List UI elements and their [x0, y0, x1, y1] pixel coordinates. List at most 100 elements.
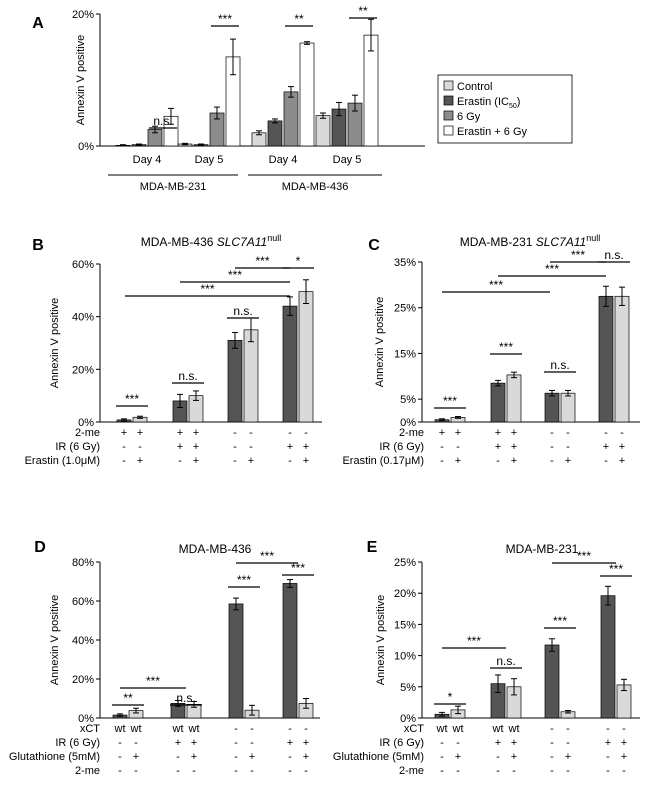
panel-a-legend-entry: Erastin (IC50)	[457, 96, 520, 110]
panel-a-error-bar	[182, 142, 188, 146]
panel-d-table-label: Glutathione (5mM)	[9, 751, 100, 763]
panel-b-ytick-label: 60%	[72, 259, 94, 271]
panel-b-table-cell: +	[177, 427, 183, 439]
panel-c-table-cell: +	[439, 427, 445, 439]
panel-c-table-cell: +	[495, 427, 501, 439]
panel-c-bar	[544, 392, 560, 423]
panel-b-table-cell: -	[178, 455, 182, 467]
panel-e-error-bar	[455, 705, 461, 715]
panel-b-title-sup: null	[267, 233, 281, 243]
panel-b-table-cell: -	[288, 427, 292, 439]
panel-b-table-cell: +	[248, 455, 254, 467]
panel-d-error-bar	[303, 698, 309, 709]
panel-c-error-bar	[511, 371, 517, 379]
panel-b-ytick-label: 40%	[72, 312, 94, 324]
panel-e-table-label: Glutathione (5mM)	[333, 751, 424, 763]
panel-d-table-cell: -	[234, 765, 238, 777]
panel-e-error-bar	[565, 710, 571, 714]
panel-e-table-cell: wt	[436, 723, 448, 735]
panel-e-ytick-label: 15%	[394, 619, 416, 631]
panel-e-bar	[600, 595, 616, 719]
panel-b-table-cell: -	[138, 441, 142, 453]
panel-c-table-cell: +	[565, 455, 571, 467]
panel-c-table-cell: -	[550, 427, 554, 439]
panel-c-table-label: 2-me	[399, 427, 424, 439]
panel-c-significance: ***	[545, 262, 559, 276]
panel-b-bar	[243, 329, 259, 423]
panel-d-significance: ***	[237, 573, 251, 587]
panel-e-table-cell: -	[440, 765, 444, 777]
panel-c-table-label: IR (6 Gy)	[379, 441, 424, 453]
panel-c-bar	[560, 392, 576, 423]
panel-a-error-bar	[320, 112, 326, 119]
panel-d-ytick-label: 60%	[72, 596, 94, 608]
panel-a-legend-swatch	[443, 110, 454, 121]
panel-c-title-gene: SLC7A11	[536, 235, 586, 249]
panel-e-table-cell: wt	[452, 723, 464, 735]
panel-d-table-cell: +	[175, 737, 181, 749]
panel-c-bar	[614, 295, 630, 423]
panel-d-table-cell: -	[234, 751, 238, 763]
panel-a-legend-entry: 6 Gy	[457, 111, 481, 123]
panel-e-table-cell: -	[440, 737, 444, 749]
panel-e-table-cell: -	[550, 723, 554, 735]
panel-e-table-cell: -	[550, 751, 554, 763]
panel-c-title: MDA-MB-231 SLC7A11null	[460, 233, 601, 249]
panel-d-ytick-label: 20%	[72, 674, 94, 686]
panel-d-table-label: xCT	[80, 723, 100, 735]
panel-d-ytick-label: 0%	[78, 713, 94, 725]
panel-d-table-label: 2-me	[75, 765, 100, 777]
panel-b-error-bar	[137, 415, 143, 419]
panel-c-table-cell: -	[604, 455, 608, 467]
panel-e-table-cell: +	[511, 737, 517, 749]
panel-c-ylabel: Annexin V positive	[374, 297, 386, 388]
panel-c-error-bar	[549, 389, 555, 397]
panel-c-bar	[598, 295, 614, 423]
panel-b-bar	[298, 291, 314, 423]
panel-c-table-cell: +	[495, 441, 501, 453]
panel-b-title-gene: SLC7A11	[217, 235, 267, 249]
panel-e-table-cell: +	[455, 751, 461, 763]
panel-c-table-cell: -	[620, 427, 624, 439]
panel-e-bar	[544, 644, 560, 719]
panel-e-table-label: xCT	[404, 723, 424, 735]
panel-e-ytick-label: 25%	[394, 557, 416, 569]
panel-a-error-bar	[120, 144, 126, 147]
panel-d-table-cell: -	[304, 723, 308, 735]
panel-d-significance: ***	[260, 549, 274, 563]
panel-b-table-cell: +	[193, 455, 199, 467]
panel-e-table-cell: wt	[508, 723, 520, 735]
panel-b-table-cell: -	[249, 427, 253, 439]
panel-c-ytick-label: 0%	[400, 417, 416, 429]
panel-d-table-cell: wt	[130, 723, 142, 735]
panel-b-table-cell: +	[303, 455, 309, 467]
panel-e-error-bar	[549, 638, 555, 652]
panel-b-table-cell: -	[122, 441, 126, 453]
panel-d-error-bar	[133, 707, 139, 714]
panel-d-error-bar	[191, 700, 197, 708]
panel-c-table-cell: -	[496, 455, 500, 467]
panel-c-table-cell: +	[455, 455, 461, 467]
panel-e-label: E	[367, 539, 378, 556]
panel-a-error-bar	[368, 18, 374, 52]
panel-d-ylabel: Annexin V positive	[49, 595, 61, 686]
panel-a-legend-entry: Erastin + 6 Gy	[457, 126, 528, 138]
panel-b-significance: n.s.	[233, 304, 252, 318]
panel-e-significance: ***	[577, 549, 591, 563]
panel-c-title-sup: null	[586, 233, 600, 243]
panel-c-bar	[506, 374, 522, 423]
panel-e-title: MDA-MB-231	[506, 542, 579, 556]
panel-b-error-bar	[177, 393, 183, 409]
panel-a-significance: ***	[218, 12, 232, 26]
panel-d-table-label: IR (6 Gy)	[55, 737, 100, 749]
panel-a-error-bar	[288, 86, 294, 98]
panel-e-table-cell: -	[566, 737, 570, 749]
panel-c-bar	[490, 382, 506, 423]
panel-c-ytick-label: 25%	[394, 303, 416, 315]
panel-c-table-cell: +	[619, 455, 625, 467]
panel-a-group-label: Day 4	[269, 154, 298, 166]
panel-e-ytick-label: 5%	[400, 682, 416, 694]
panel-e-table-cell: -	[606, 751, 610, 763]
panel-a-bar	[283, 91, 299, 147]
panel-c-error-bar	[495, 379, 501, 387]
